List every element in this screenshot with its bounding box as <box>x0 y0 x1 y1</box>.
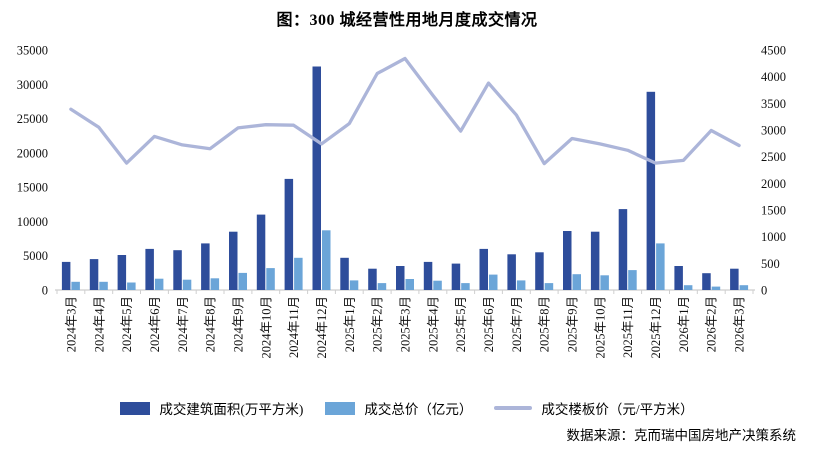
svg-text:10000: 10000 <box>17 215 48 229</box>
svg-text:2024年9月: 2024年9月 <box>232 296 246 352</box>
svg-text:2025年9月: 2025年9月 <box>566 296 580 352</box>
svg-text:1500: 1500 <box>761 204 786 218</box>
chart-canvas: 0 5000 10000 15000 20000 25000 30000 35000 0 500 1… <box>17 44 786 359</box>
svg-text:0: 0 <box>761 284 767 298</box>
bar-swatch-light-icon <box>325 401 356 415</box>
legend-item-floor-price: 成交楼板价（元/平方米） <box>494 398 694 418</box>
svg-text:2024年5月: 2024年5月 <box>120 296 134 352</box>
legend: 成交建筑面积(万平方米) 成交总价（亿元） 成交楼板价（元/平方米） <box>0 398 814 418</box>
legend-label-floor-area: 成交建筑面积(万平方米) <box>159 402 304 417</box>
legend-item-total-price: 成交总价（亿元） <box>325 398 472 418</box>
svg-text:1000: 1000 <box>761 230 786 244</box>
svg-text:2025年10月: 2025年10月 <box>593 296 607 359</box>
svg-text:2026年3月: 2026年3月 <box>733 296 747 352</box>
svg-text:0: 0 <box>42 284 48 298</box>
svg-text:2024年11月: 2024年11月 <box>287 296 301 358</box>
svg-text:2500: 2500 <box>761 150 786 164</box>
svg-text:4500: 4500 <box>761 44 786 58</box>
svg-text:2024年12月: 2024年12月 <box>315 296 329 359</box>
svg-text:500: 500 <box>761 257 780 271</box>
svg-text:4000: 4000 <box>761 70 786 84</box>
svg-text:2025年6月: 2025年6月 <box>482 296 496 352</box>
chart-title: 图：300 城经营性用地月度成交情况 <box>276 12 538 29</box>
svg-text:3000: 3000 <box>761 124 786 138</box>
svg-text:2025年2月: 2025年2月 <box>371 296 385 352</box>
svg-text:2025年5月: 2025年5月 <box>454 296 468 352</box>
svg-text:20000: 20000 <box>17 146 48 160</box>
svg-text:2025年8月: 2025年8月 <box>538 296 552 352</box>
line-swatch-icon <box>494 406 533 410</box>
legend-label-floor-price: 成交楼板价（元/平方米） <box>541 402 694 417</box>
svg-text:35000: 35000 <box>17 44 48 58</box>
legend-label-total-price: 成交总价（亿元） <box>364 402 473 417</box>
svg-text:2025年1月: 2025年1月 <box>343 296 357 352</box>
svg-text:2000: 2000 <box>761 177 786 191</box>
svg-text:2025年11月: 2025年11月 <box>621 296 635 358</box>
svg-text:2026年1月: 2026年1月 <box>677 296 691 352</box>
svg-text:2024年7月: 2024年7月 <box>176 296 190 352</box>
svg-text:2024年6月: 2024年6月 <box>148 296 162 352</box>
svg-text:2024年3月: 2024年3月 <box>64 296 78 352</box>
svg-text:2025年7月: 2025年7月 <box>510 296 524 352</box>
source-note: 数据来源：克而瑞中国房地产决策系统 <box>566 428 797 443</box>
svg-text:5000: 5000 <box>23 249 48 263</box>
svg-text:2024年4月: 2024年4月 <box>92 296 106 352</box>
svg-text:2025年12月: 2025年12月 <box>649 296 663 359</box>
svg-text:2024年10月: 2024年10月 <box>259 296 273 359</box>
svg-text:3500: 3500 <box>761 97 786 111</box>
legend-item-floor-area: 成交建筑面积(万平方米) <box>120 398 303 418</box>
svg-text:25000: 25000 <box>17 112 48 126</box>
svg-text:30000: 30000 <box>17 78 48 92</box>
svg-text:15000: 15000 <box>17 181 48 195</box>
bar-swatch-dark-icon <box>120 401 151 415</box>
svg-text:2025年4月: 2025年4月 <box>426 296 440 352</box>
svg-text:2024年8月: 2024年8月 <box>204 296 218 352</box>
svg-text:2025年3月: 2025年3月 <box>399 296 413 352</box>
svg-text:2026年2月: 2026年2月 <box>705 296 719 352</box>
